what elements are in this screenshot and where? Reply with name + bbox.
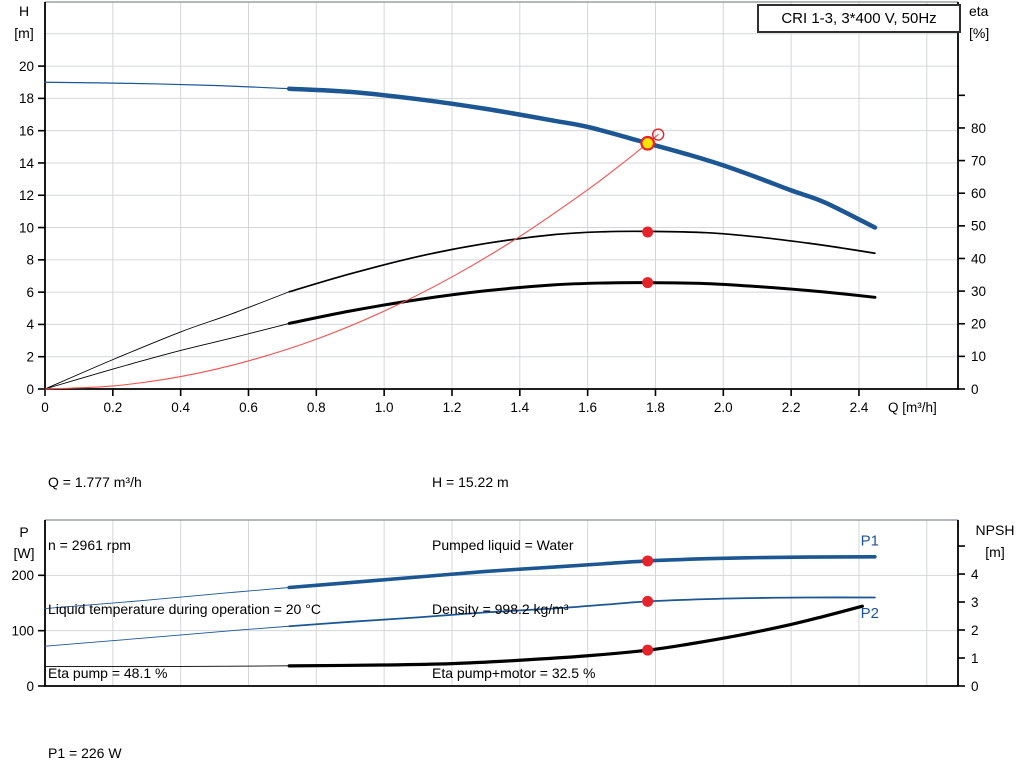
- y-left-tick-label: 0: [26, 679, 34, 694]
- info-head: H = 15.22 m: [432, 473, 509, 490]
- x-tick-label: 0.4: [171, 400, 190, 415]
- y-left-axis-title: [W]: [14, 545, 35, 561]
- y-left-tick-label: 6: [26, 285, 34, 300]
- y-right-axis-title: [%]: [969, 25, 989, 41]
- y-left-tick-label: 10: [19, 220, 34, 235]
- duty-info-left: Q = 1.777 m³/h n = 2961 rpm Liquid tempe…: [48, 429, 321, 706]
- y-right-tick-label: 0: [971, 382, 979, 397]
- result-point-marker: [642, 555, 654, 567]
- y-right-tick-label: 70: [971, 153, 986, 168]
- info-eta-pump-motor: Eta pump+motor = 32.5 %: [432, 665, 596, 682]
- result-point-marker: [642, 644, 654, 656]
- curve-system-curve: [44, 134, 659, 390]
- y-left-tick-label: 12: [19, 188, 34, 203]
- curve-p1-curve: [287, 554, 877, 590]
- y-right-tick-label: 0: [971, 679, 979, 694]
- y-right-tick-label: 80: [971, 121, 986, 136]
- info-density: Density = 998.2 kg/m³: [432, 601, 569, 618]
- y-left-tick-label: 100: [11, 623, 34, 638]
- duty-info-right: H = 15.22 m Pumped liquid = Water Densit…: [432, 429, 595, 706]
- x-tick-label: 2.4: [850, 400, 869, 415]
- x-tick-label: 2.0: [714, 400, 733, 415]
- y-left-axis-title: [m]: [14, 25, 33, 41]
- system-curve-handle[interactable]: [651, 128, 665, 141]
- info-p1: P1 = 226 W: [48, 744, 122, 761]
- y-right-axis-title: eta: [969, 3, 989, 19]
- curve-h-curve-thin: [44, 81, 290, 90]
- curve-eta-pump-curve: [288, 230, 876, 293]
- y-right-axis-title: NPSH: [976, 522, 1015, 538]
- y-right-tick-label: 60: [971, 186, 986, 201]
- x-tick-label: 0.2: [103, 400, 122, 415]
- y-left-tick-label: 200: [11, 568, 34, 583]
- y-left-tick-label: 14: [19, 156, 35, 171]
- x-tick-label: 1.6: [578, 400, 597, 415]
- y-left-tick-label: 0: [26, 382, 34, 397]
- result-point-marker: [642, 226, 654, 238]
- curve-h-curve: [286, 86, 878, 230]
- y-right-tick-label: 2: [971, 623, 979, 638]
- x-tick-label: 0.8: [307, 400, 326, 415]
- y-right-tick-label: 4: [971, 567, 979, 582]
- y-left-tick-label: 2: [26, 350, 34, 365]
- y-left-tick-label: 4: [26, 317, 34, 332]
- y-left-tick-label: 18: [19, 91, 34, 106]
- x-tick-label: 1.2: [443, 400, 462, 415]
- y-right-tick-label: 10: [971, 349, 986, 364]
- y-left-tick-label: 20: [19, 59, 34, 74]
- x-tick-label: 1.0: [375, 400, 394, 415]
- x-tick-label: 1.8: [646, 400, 665, 415]
- result-point-marker: [642, 277, 654, 289]
- info-speed: n = 2961 rpm: [48, 537, 131, 554]
- y-right-tick-label: 50: [971, 219, 986, 234]
- y-left-axis-title: P: [19, 524, 28, 540]
- curve-p2-curve-thin: [44, 625, 290, 647]
- x-tick-label: 0: [41, 400, 49, 415]
- pump-designation-box: CRI 1-3, 3*400 V, 50Hz: [757, 4, 961, 33]
- curve-p2-curve: [288, 596, 876, 628]
- x-axis-title: Q [m³/h]: [888, 400, 937, 415]
- y-left-tick-label: 16: [19, 123, 34, 138]
- curve-eta-pump-motor-curve-thin: [44, 322, 290, 390]
- x-tick-label: 1.4: [510, 400, 529, 415]
- y-left-tick-label: 8: [26, 253, 34, 268]
- y-left-axis-title: H: [19, 3, 29, 19]
- y-right-axis-title: [m]: [985, 544, 1004, 560]
- result-point-marker: [642, 595, 654, 607]
- info-flow: Q = 1.777 m³/h: [48, 473, 142, 490]
- power-info: P1 = 226 W P2 = 152.9 W NPSH = 1.28 m: [48, 700, 146, 781]
- info-eta-pump: Eta pump = 48.1 %: [48, 665, 168, 682]
- info-liquid-temperature: Liquid temperature during operation = 20…: [48, 601, 321, 618]
- curve-eta-pump-curve-thin: [44, 291, 290, 390]
- pump-designation-label: CRI 1-3, 3*400 V, 50Hz: [781, 10, 937, 27]
- curve-npsh-curve: [287, 604, 864, 668]
- curve-p1-curve-thin: [44, 587, 290, 609]
- duty-point-marker[interactable]: [640, 135, 656, 151]
- curve-label-p1: P1: [861, 533, 879, 550]
- y-right-tick-label: 30: [971, 284, 986, 299]
- y-right-tick-label: 1: [971, 651, 979, 666]
- y-right-tick-label: 40: [971, 251, 986, 266]
- y-right-tick-label: 20: [971, 317, 986, 332]
- curve-npsh-curve-thin: [44, 665, 290, 667]
- x-tick-label: 0.6: [239, 400, 258, 415]
- y-right-tick-label: 3: [971, 595, 979, 610]
- curve-eta-pump-motor-curve: [287, 281, 877, 325]
- curve-label-p2: P2: [861, 605, 879, 622]
- x-tick-label: 2.2: [782, 400, 801, 415]
- info-pumped-liquid: Pumped liquid = Water: [432, 537, 574, 554]
